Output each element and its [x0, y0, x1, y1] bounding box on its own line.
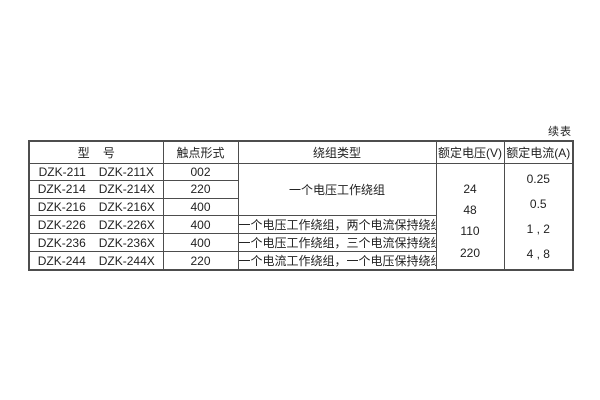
voltage-value: 48	[463, 203, 477, 218]
contact-form-cell: 400	[162, 197, 239, 216]
model-number: DZK-244	[37, 253, 86, 268]
model-number-x: DZK-236X	[98, 235, 155, 250]
model-number: DZK-236	[37, 235, 86, 250]
table-row: DZK-244 DZK-244X 220 一个电流工作绕组，一个电压保持绕组	[28, 251, 573, 271]
table-row: DZK-211 DZK-211X 002 一个电压工作绕组 24 48 110 …	[28, 162, 574, 271]
current-value: 1 , 2	[526, 221, 550, 236]
col-header-current: 额定电流(A)	[503, 140, 574, 164]
contact-form-cell: 002	[162, 162, 239, 181]
voltage-value: 220	[459, 245, 481, 260]
contact-form-cell: 400	[162, 215, 239, 234]
col-header-winding: 绕组类型	[237, 140, 437, 164]
model-cell: DZK-211 DZK-211X	[28, 162, 164, 181]
winding-type-merged-cell: 一个电压工作绕组	[237, 162, 437, 216]
col-header-voltage: 额定电压(V)	[435, 140, 505, 164]
voltage-values: 24 48 110 220	[437, 169, 503, 263]
current-value: 0.25	[526, 171, 550, 186]
voltage-value: 24	[463, 181, 477, 196]
model-number-x: DZK-244X	[98, 253, 155, 268]
header-row: 型 号 触点形式 绕组类型 额定电压(V) 额定电流(A)	[28, 140, 574, 164]
rated-current-merged-cell: 0.25 0.5 1 , 2 4 , 8	[503, 162, 574, 271]
model-cell: DZK-244 DZK-244X	[28, 251, 164, 271]
model-number-x: DZK-211X	[98, 164, 154, 179]
model-number: DZK-216	[37, 199, 86, 214]
model-number: DZK-214	[37, 182, 86, 197]
spec-table: 型 号 触点形式 绕组类型 额定电压(V) 额定电流(A) DZK-211 DZ…	[28, 140, 574, 271]
contact-form-cell: 400	[162, 233, 239, 252]
col-header-contact: 触点形式	[162, 140, 239, 164]
table-row: DZK-236 DZK-236X 400 一个电压工作绕组，三个电流保持绕组	[28, 233, 573, 252]
contact-form-cell: 220	[162, 251, 239, 271]
winding-type-cell: 一个电流工作绕组，一个电压保持绕组	[237, 251, 437, 271]
model-cell: DZK-216 DZK-216X	[28, 197, 164, 216]
voltage-value: 110	[460, 224, 480, 239]
current-value: 4 , 8	[526, 246, 550, 261]
contact-form-cell: 220	[162, 180, 239, 199]
rated-voltage-merged-cell: 24 48 110 220	[435, 162, 505, 271]
model-number-x: DZK-226X	[98, 217, 155, 232]
current-values: 0.25 0.5 1 , 2 4 , 8	[505, 166, 572, 266]
current-value: 0.5	[529, 196, 547, 211]
table-row: DZK-216 DZK-216X 400	[28, 197, 573, 216]
model-number: DZK-211	[38, 164, 86, 179]
model-cell: DZK-236 DZK-236X	[28, 233, 164, 252]
winding-type-cell: 一个电压工作绕组，两个电流保持绕组	[237, 215, 437, 234]
col-header-model: 型 号	[28, 140, 164, 164]
model-number-x: DZK-214X	[98, 182, 155, 197]
model-cell: DZK-214 DZK-214X	[28, 180, 164, 199]
winding-type-cell: 一个电压工作绕组，三个电流保持绕组	[237, 233, 437, 252]
model-cell: DZK-226 DZK-226X	[28, 215, 164, 234]
continued-table-label: 续表	[548, 126, 572, 138]
table-row: DZK-214 DZK-214X 220	[28, 180, 573, 199]
model-number: DZK-226	[37, 217, 86, 232]
model-number-x: DZK-216X	[98, 199, 155, 214]
